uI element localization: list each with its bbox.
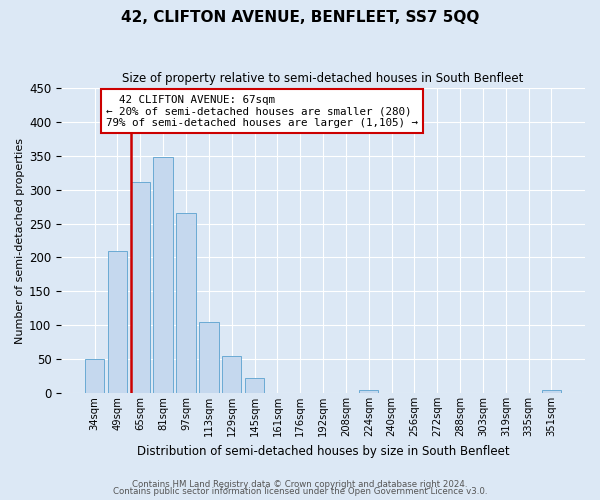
- Text: Contains HM Land Registry data © Crown copyright and database right 2024.: Contains HM Land Registry data © Crown c…: [132, 480, 468, 489]
- Text: 42, CLIFTON AVENUE, BENFLEET, SS7 5QQ: 42, CLIFTON AVENUE, BENFLEET, SS7 5QQ: [121, 10, 479, 25]
- Text: Contains public sector information licensed under the Open Government Licence v3: Contains public sector information licen…: [113, 487, 487, 496]
- Title: Size of property relative to semi-detached houses in South Benfleet: Size of property relative to semi-detach…: [122, 72, 524, 86]
- Text: 42 CLIFTON AVENUE: 67sqm
← 20% of semi-detached houses are smaller (280)
79% of : 42 CLIFTON AVENUE: 67sqm ← 20% of semi-d…: [106, 95, 418, 128]
- Bar: [176, 214, 196, 393]
- Bar: [199, 322, 218, 393]
- Y-axis label: Number of semi-detached properties: Number of semi-detached properties: [15, 138, 25, 344]
- X-axis label: Distribution of semi-detached houses by size in South Benfleet: Distribution of semi-detached houses by …: [137, 444, 509, 458]
- Bar: [108, 250, 127, 393]
- Bar: [154, 157, 173, 393]
- Bar: [542, 390, 561, 393]
- Bar: [359, 390, 379, 393]
- Bar: [85, 359, 104, 393]
- Bar: [245, 378, 264, 393]
- Bar: [131, 182, 150, 393]
- Bar: [222, 356, 241, 393]
